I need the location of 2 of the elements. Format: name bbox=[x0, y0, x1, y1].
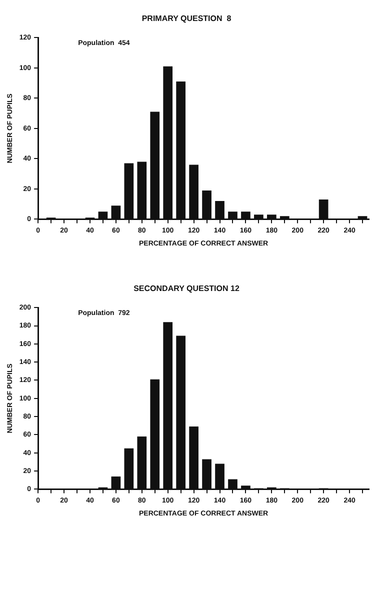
chart-title: PRIMARY QUESTION 8 bbox=[142, 14, 232, 24]
chart-title: SECONDARY QUESTION 12 bbox=[134, 284, 240, 294]
